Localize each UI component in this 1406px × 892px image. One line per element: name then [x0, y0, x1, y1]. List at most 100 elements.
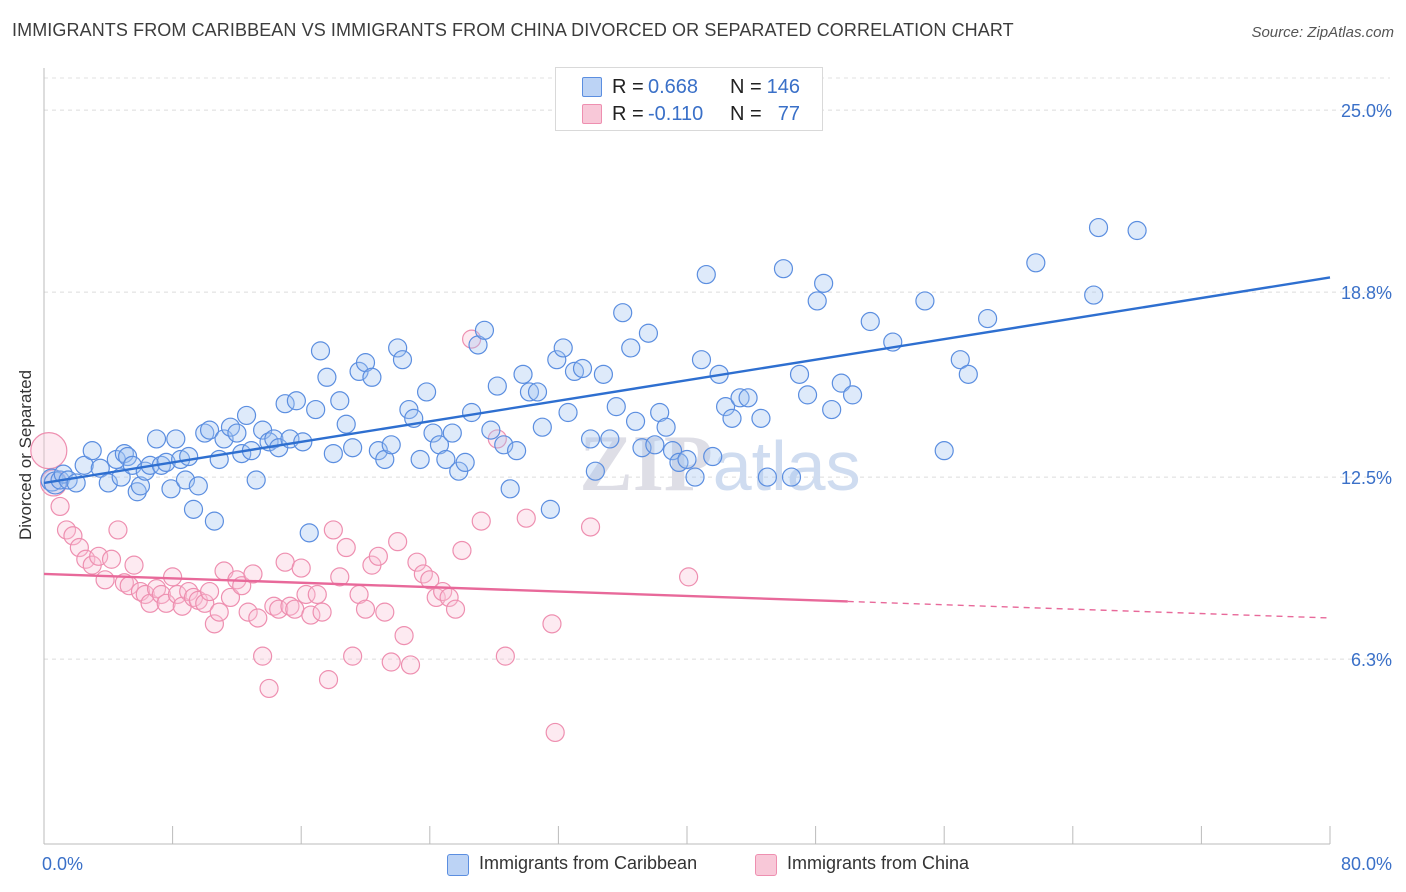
trend-line-china [43, 572, 848, 603]
china-point [296, 584, 316, 605]
caribbean-point [246, 470, 266, 490]
caribbean-point [286, 391, 306, 411]
y-tick-label: 18.8% [1341, 283, 1392, 303]
caribbean-point [703, 446, 723, 467]
caribbean-point [638, 323, 659, 343]
source-note: Source: ZipAtlas.com [1251, 24, 1394, 41]
legend-n-label: N = [730, 76, 762, 98]
caribbean-point [757, 467, 777, 487]
caribbean-point [336, 414, 356, 434]
caribbean-point [388, 338, 408, 358]
caribbean-point [915, 291, 935, 311]
caribbean-point [343, 438, 363, 458]
caribbean-point [751, 408, 771, 428]
series-legend: Immigrants from Caribbean Immigrants fro… [0, 852, 1406, 878]
trend-line-china-dashed [847, 600, 1331, 619]
caribbean-point [621, 338, 641, 358]
caribbean-point [275, 394, 295, 414]
china-point [253, 646, 273, 666]
watermark: ZIPatlas [579, 420, 860, 508]
caribbean-point [797, 385, 818, 405]
caribbean-point [773, 259, 794, 279]
china-point [407, 552, 427, 572]
series-china-points [30, 329, 699, 743]
caribbean-point [74, 455, 94, 475]
caribbean-point [558, 402, 578, 423]
caribbean-point [436, 449, 456, 470]
caribbean-point [600, 429, 620, 449]
axis-layer [43, 68, 1331, 845]
china-point [101, 549, 122, 569]
chart-title: IMMIGRANTS FROM CARIBBEAN VS IMMIGRANTS … [12, 20, 1014, 40]
china-point [394, 625, 414, 646]
caribbean-point [842, 385, 863, 405]
caribbean-point [306, 399, 326, 420]
legend-r-label: R = [612, 103, 644, 125]
china-point [420, 570, 440, 590]
china-point [285, 599, 305, 619]
china-point [318, 670, 339, 690]
legend-row-china: R = -0.110 N = 77 [556, 101, 822, 127]
legend-swatch-caribbean [582, 77, 602, 97]
trend-layer [43, 276, 1331, 619]
china-point [400, 655, 421, 675]
caribbean-point [722, 408, 742, 428]
china-point [368, 546, 388, 566]
china-point [124, 555, 144, 575]
china-point [445, 599, 466, 619]
caribbean-point [166, 429, 186, 449]
caribbean-point [82, 441, 102, 461]
caribbean-point [183, 499, 204, 519]
caribbean-point [553, 338, 573, 358]
china-point [343, 646, 363, 666]
caribbean-point [310, 341, 331, 361]
caribbean-point [656, 417, 676, 437]
stats-legend: R = 0.668 N = 146 R = -0.110 N = 77 [555, 67, 823, 131]
caribbean-point [127, 482, 147, 502]
caribbean-point [236, 405, 257, 426]
caribbean-point [455, 452, 475, 473]
caribbean-point [399, 399, 419, 420]
caribbean-point [978, 308, 998, 329]
china-point [195, 593, 215, 613]
caribbean-point [264, 429, 284, 449]
china-point [50, 496, 70, 517]
caribbean-point [323, 443, 343, 464]
caribbean-point [547, 350, 567, 370]
china-point [30, 432, 68, 470]
caribbean-point [645, 435, 665, 455]
caribbean-point [317, 367, 337, 387]
caribbean-point [507, 441, 527, 461]
china-point [471, 511, 491, 531]
caribbean-point [958, 364, 978, 384]
china-point [312, 602, 332, 622]
legend-r-value: 0.668 [648, 76, 699, 98]
china-point [135, 584, 155, 605]
china-point [291, 558, 311, 578]
caribbean-point [199, 420, 220, 440]
caribbean-point [330, 391, 350, 411]
caribbean-point [519, 382, 540, 402]
caribbean-point [625, 411, 646, 431]
caribbean-point [696, 264, 716, 285]
caribbean-point [513, 364, 533, 384]
watermark-atlas: atlas [713, 427, 861, 505]
caribbean-point [831, 373, 851, 393]
china-point [307, 584, 327, 605]
caribbean-point [715, 397, 736, 417]
caribbean-point [540, 499, 560, 519]
china-point [199, 581, 220, 602]
caribbean-point [934, 441, 954, 461]
caribbean-point [532, 417, 552, 437]
x-tick-label: 0.0% [42, 854, 83, 874]
caribbean-point [410, 449, 430, 470]
caribbean-point [1127, 220, 1147, 241]
caribbean-point [423, 423, 443, 443]
china-point [452, 540, 472, 561]
caribbean-point [227, 423, 247, 443]
caribbean-point [606, 397, 626, 417]
legend-n-value: 77 [777, 103, 800, 125]
china-point [163, 567, 183, 587]
china-point [388, 532, 408, 552]
